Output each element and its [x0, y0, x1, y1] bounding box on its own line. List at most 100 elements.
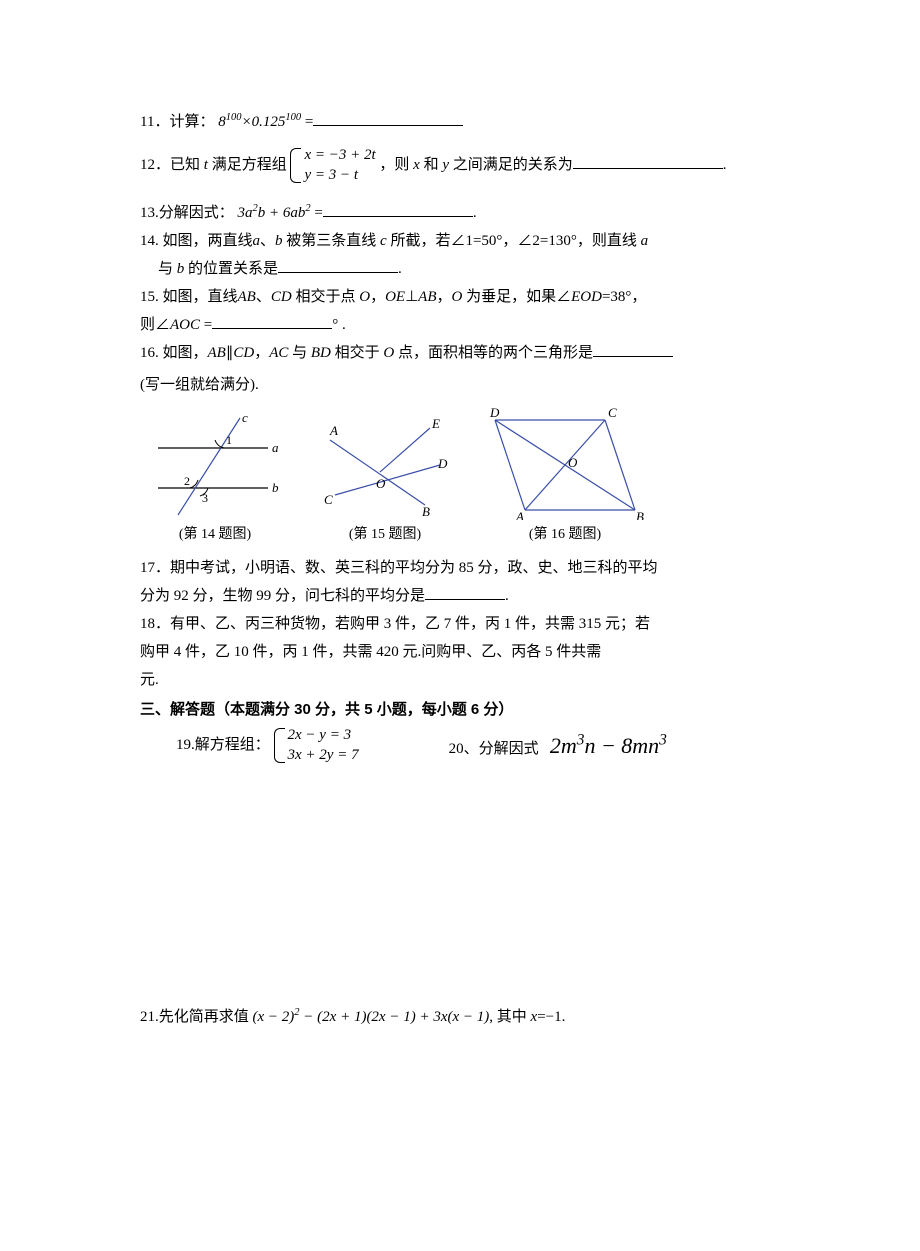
q21-t2: =−1.	[537, 1009, 565, 1025]
q12-text3: 和	[420, 157, 443, 173]
q14-l1p: 14. 如图，两直线	[140, 233, 253, 249]
figure-14: c a b 1 2 3	[140, 410, 290, 520]
q15-O2: O	[452, 289, 467, 305]
q16-CD: CD	[233, 345, 254, 361]
q20-p2: n − 8mn	[584, 733, 659, 758]
fig14-label-c: c	[242, 410, 248, 425]
q15-perp: ⊥	[405, 289, 418, 305]
figure-16: D C A B O	[480, 405, 650, 520]
q11-blank	[313, 110, 463, 126]
q13-tail: .	[473, 205, 477, 221]
q15-AB: AB	[238, 289, 256, 305]
fig14-label-3: 3	[202, 491, 208, 505]
figures-row: c a b 1 2 3 A B C D E O	[140, 405, 800, 520]
q15-l1: 15. 如图，直线	[140, 289, 238, 305]
question-17-line1: 17．期中考试，小明语、数、英三科的平均分为 85 分，政、史、地三科的平均	[140, 556, 800, 580]
q18-l2: 购甲 4 件，乙 10 件，丙 1 件，共需 420 元.问购甲、乙、丙各 5 …	[140, 644, 601, 660]
fig16-label-A: A	[515, 509, 524, 520]
fig15-label-O: O	[376, 476, 386, 491]
question-18-line2: 购甲 4 件，乙 10 件，丙 1 件，共需 420 元.问购甲、乙、丙各 5 …	[140, 640, 800, 664]
q14-c: c	[380, 233, 387, 249]
q17-l2p: 分为 92 分，生物 99 分，问七科的平均分是	[140, 588, 425, 604]
fig15-label-B: B	[422, 504, 430, 519]
q13-label: 13.分解因式：	[140, 205, 234, 221]
question-18-line1: 18．有甲、乙、丙三种货物，若购甲 3 件，乙 7 件，丙 1 件，共需 315…	[140, 612, 800, 636]
question-14-line2: 与 b 的位置关系是.	[140, 257, 800, 281]
q14-l2p: 与	[158, 261, 173, 277]
q13-eq: =	[311, 205, 323, 221]
q21-pre: 21.先化简再求值	[140, 1009, 249, 1025]
q15-CD: CD	[271, 289, 292, 305]
q16-l2: (写一组就给满分).	[140, 377, 259, 393]
q15-m5: =38°，	[602, 289, 646, 305]
question-19: 19.解方程组： 2x − y = 3 3x + 2y = 7	[176, 726, 359, 765]
q21-t1: , 其中	[489, 1009, 530, 1025]
q12-system: x = −3 + 2t y = 3 − t	[290, 146, 375, 185]
q16-AB: AB	[208, 345, 226, 361]
q14-s1: 、	[260, 233, 275, 249]
q19-system: 2x − y = 3 3x + 2y = 7	[274, 726, 359, 765]
q17-tail: .	[505, 588, 509, 604]
q13-blank	[323, 201, 473, 217]
question-16-line2: (写一组就给满分).	[140, 373, 800, 397]
q16-m1: ，	[254, 345, 269, 361]
question-13: 13.分解因式： 3a2b + 6ab2 =.	[140, 201, 800, 225]
question-17-line2: 分为 92 分，生物 99 分，问七科的平均分是.	[140, 584, 800, 608]
fig15-label-E: E	[431, 416, 440, 431]
q12-eq-bot: y = 3 − t	[304, 166, 375, 186]
q12-label: 12．已知	[140, 157, 200, 173]
fig15-label-C: C	[324, 492, 333, 507]
q20-label: 20、分解因式	[449, 741, 539, 757]
fig16-label-D: D	[489, 405, 500, 420]
q19-eq-bot: 3x + 2y = 7	[288, 746, 359, 766]
figure-15: A B C D E O	[310, 410, 460, 520]
q14-tail: .	[398, 261, 402, 277]
q15-m3: ，	[436, 289, 451, 305]
fig16-label-B: B	[636, 509, 644, 520]
q15-AOC: AOC	[170, 317, 200, 333]
q11-exp1: 100	[226, 112, 242, 123]
q13-e1: 3a	[238, 205, 253, 221]
q20-s2: 3	[659, 732, 667, 749]
question-14: 14. 如图，两直线a、b 被第三条直线 c 所截，若∠1=50°，∠2=130…	[140, 229, 800, 253]
question-18-line3: 元.	[140, 668, 800, 692]
question-21: 21.先化简再求值 (x − 2)2 − (2x + 1)(2x − 1) + …	[140, 1005, 800, 1029]
q12-t: t	[204, 157, 208, 173]
q20-expr: 2m3n − 8mn3	[550, 733, 667, 758]
q11-base1: 8	[218, 114, 226, 130]
q15-sep: 、	[256, 289, 271, 305]
q11-label: 11．计算：	[140, 114, 214, 130]
q15-eq: =	[200, 317, 212, 333]
figure-captions: (第 14 题图) (第 15 题图) (第 16 题图)	[140, 524, 800, 546]
q19-eq-top: 2x − y = 3	[288, 726, 359, 746]
q16-AC: AC	[269, 345, 288, 361]
fig14-caption: (第 14 题图)	[140, 524, 290, 546]
q18-l3: 元.	[140, 672, 159, 688]
q14-l2m: 的位置关系是	[188, 261, 278, 277]
q15-m4: 为垂足，如果∠	[466, 289, 571, 305]
q21-e1: (x − 2)	[253, 1009, 295, 1025]
q17-l1: 17．期中考试，小明语、数、英三科的平均分为 85 分，政、史、地三科的平均	[140, 560, 658, 576]
question-20: 20、分解因式 2m3n − 8mn3	[449, 728, 667, 763]
fig15-caption: (第 15 题图)	[310, 524, 460, 546]
q15-deg: ° .	[332, 317, 346, 333]
fig14-label-2: 2	[184, 474, 190, 488]
fig16-label-O: O	[568, 455, 578, 470]
q18-l1: 18．有甲、乙、丙三种货物，若购甲 3 件，乙 7 件，丙 1 件，共需 315…	[140, 616, 650, 632]
q11-mid: ×0.125	[241, 114, 285, 130]
question-16: 16. 如图，AB∥CD，AC 与 BD 相交于 O 点，面积相等的两个三角形是	[140, 341, 800, 365]
question-15-line2: 则∠AOC =° .	[140, 313, 800, 337]
q14-m2: 所截，若∠1=50°，∠2=130°，则直线	[387, 233, 641, 249]
fig15-label-A: A	[329, 423, 338, 438]
q14-a2: a	[641, 233, 649, 249]
q12-tail: .	[723, 157, 727, 173]
q16-l1p: 16. 如图，	[140, 345, 208, 361]
q15-AB2: AB	[418, 289, 436, 305]
q12-blank	[573, 153, 723, 169]
q15-OE: OE	[385, 289, 405, 305]
q13-e2: b + 6ab	[258, 205, 306, 221]
q16-m4: 点，面积相等的两个三角形是	[394, 345, 593, 361]
fig16-label-C: C	[608, 405, 617, 420]
question-11: 11．计算： 8100×0.125100 =	[140, 110, 800, 134]
q14-a: a	[253, 233, 261, 249]
